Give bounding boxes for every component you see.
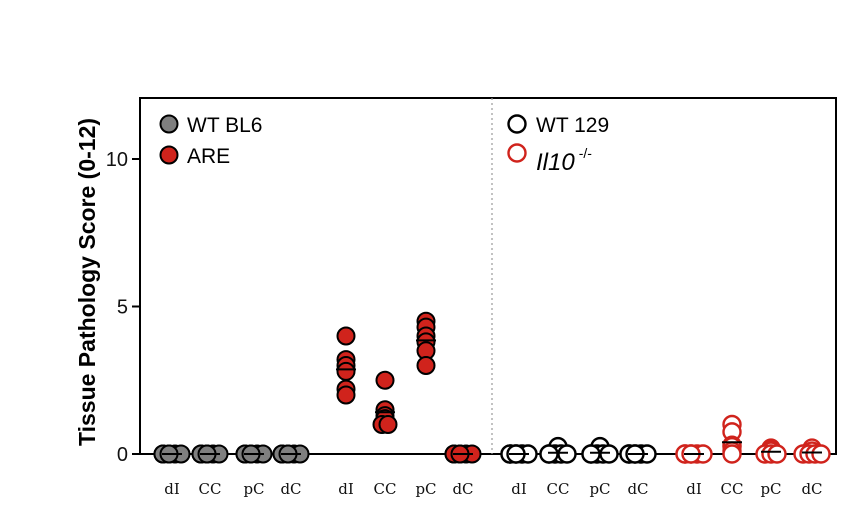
legend-marker-il10	[507, 143, 527, 163]
x-category-label: dC	[452, 480, 473, 498]
data-point	[336, 326, 356, 346]
y-tick-label: 10	[106, 149, 128, 171]
x-category-label: dI	[164, 480, 180, 498]
x-axis-categories: dI CC pC dC dI CC pC dC dI CC pC dC dI CC pC dC	[164, 480, 822, 498]
data-point	[539, 444, 559, 464]
data-point	[811, 444, 831, 464]
x-category-label: pC	[760, 480, 781, 498]
x-category-label: CC	[199, 480, 222, 498]
legend-label-are: ARE	[187, 145, 230, 168]
data-point	[375, 370, 395, 390]
data-point	[767, 444, 787, 464]
legend-marker-are	[159, 145, 179, 165]
x-category-label: pC	[415, 480, 436, 498]
data-point	[378, 415, 398, 434]
x-category-label: CC	[547, 480, 570, 498]
data-point	[599, 444, 619, 464]
legend-left: WT BL6 ARE	[159, 114, 262, 168]
y-axis-ticks: 0 5 10	[106, 149, 140, 466]
x-category-label: pC	[243, 480, 264, 498]
data-point	[581, 444, 601, 464]
data-point	[557, 444, 577, 464]
x-category-label: CC	[374, 480, 397, 498]
y-axis-label: Tissue Pathology Score (0-12)	[74, 118, 100, 446]
legend-label-il10-superscript: -/-	[579, 145, 593, 161]
legend-label-il10: Il10 -/-	[536, 145, 592, 176]
legend-label-il10-name: Il10	[536, 149, 575, 176]
plot-frame	[139, 97, 837, 455]
legend-marker-wt-bl6	[159, 114, 179, 134]
x-category-label: dI	[686, 480, 702, 498]
legend-marker-wt-129	[507, 114, 527, 134]
x-category-label: pC	[589, 480, 610, 498]
x-category-label: dI	[338, 480, 354, 498]
y-tick-label: 5	[117, 297, 128, 319]
legend-label-wt-bl6: WT BL6	[187, 114, 262, 137]
data-point	[336, 361, 356, 381]
data-points	[153, 311, 831, 464]
x-category-label: dC	[801, 480, 822, 498]
data-point	[416, 356, 436, 375]
x-category-label: dC	[627, 480, 648, 498]
data-point	[336, 385, 356, 405]
legend-right: WT 129 Il10 -/-	[507, 114, 609, 176]
y-tick-label: 0	[117, 444, 128, 466]
data-point	[722, 444, 742, 464]
legend-label-wt-129: WT 129	[536, 114, 609, 137]
x-category-label: CC	[721, 480, 744, 498]
x-category-label: dI	[511, 480, 527, 498]
x-category-label: dC	[280, 480, 301, 498]
mean-lines	[162, 339, 822, 455]
